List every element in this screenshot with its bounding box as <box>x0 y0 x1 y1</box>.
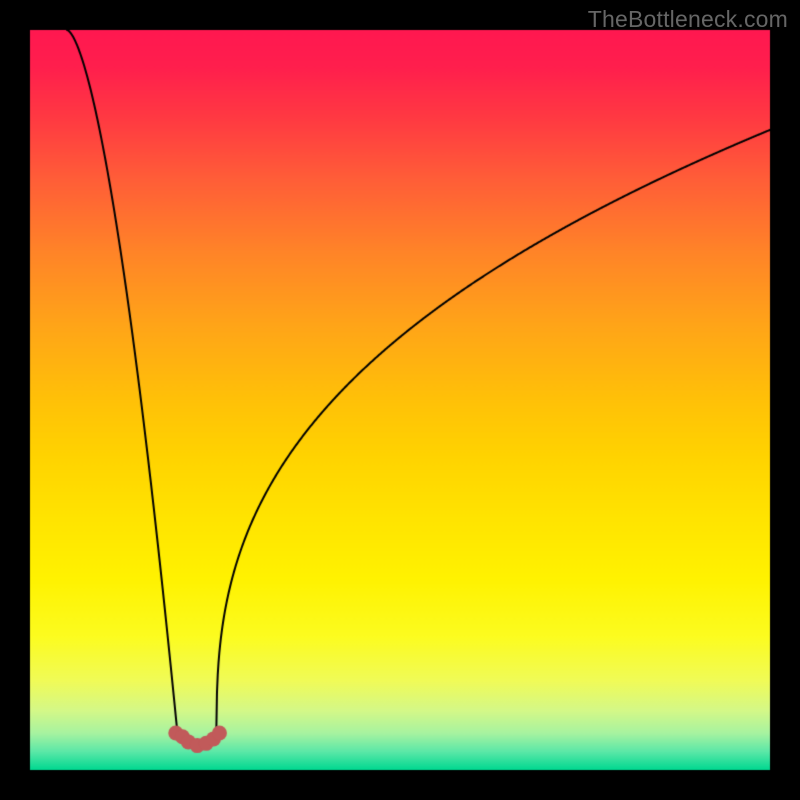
plot-stage: TheBottleneck.com <box>0 0 800 800</box>
watermark-text: TheBottleneck.com <box>588 6 788 33</box>
bottleneck-chart-canvas <box>0 0 800 800</box>
